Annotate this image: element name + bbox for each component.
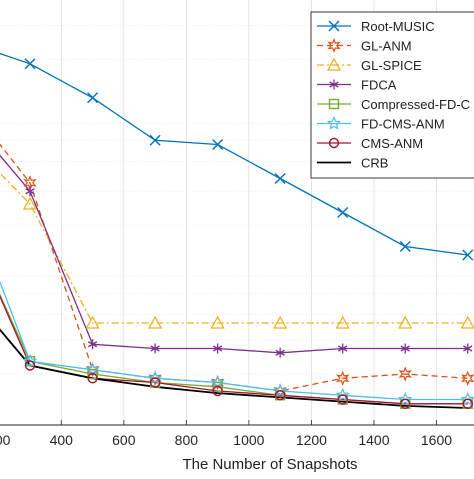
x-tick-label: 800 [175, 432, 199, 448]
x-tick-label: 400 [50, 432, 74, 448]
legend-label: FD-CMS-ANM [361, 117, 445, 132]
marker-square [328, 98, 340, 110]
marker-hexagram [327, 37, 341, 54]
marker-x [87, 92, 99, 104]
marker-circle [274, 390, 286, 401]
marker-asterisk [87, 339, 98, 350]
marker-asterisk [25, 186, 35, 197]
marker-triangle [460, 315, 474, 329]
legend: Root-MUSIC GL-ANM GL-SPICE FDCA Compressed-F… [310, 11, 474, 179]
x-tick-label: 200 [0, 432, 11, 448]
marker-asterisk [400, 343, 410, 354]
marker-asterisk [329, 79, 339, 90]
legend-label: FDCA [361, 78, 397, 93]
legend-label: GL-SPICE [361, 58, 422, 73]
marker-circle [400, 398, 411, 409]
marker-triangle [398, 315, 413, 329]
marker-triangle [335, 315, 350, 329]
legend-label: Root-MUSIC [361, 19, 435, 34]
marker-x [462, 249, 474, 261]
marker-circle [328, 137, 340, 149]
marker-star [85, 362, 100, 376]
marker-x [399, 241, 411, 252]
marker-circle [149, 377, 161, 388]
legend-label: CMS-ANM [361, 136, 423, 151]
marker-asterisk [275, 347, 285, 358]
grid [0, 0, 474, 425]
marker-star [272, 383, 288, 398]
x-tick-label: 1400 [358, 432, 389, 448]
marker-hexagram [148, 370, 162, 386]
x-axis-label: The Number of Snapshots [182, 456, 357, 473]
marker-circle [212, 385, 223, 397]
marker-hexagram [85, 362, 100, 378]
axes: 200 400 600 800 1000 1200 1400 1600 [0, 420, 474, 448]
marker-x [337, 207, 349, 218]
marker-triangle [210, 315, 225, 329]
marker-triangle [85, 315, 100, 329]
legend-label: CRB [361, 156, 388, 171]
marker-x [274, 173, 286, 184]
marker-circle [462, 398, 473, 409]
marker-hexagram [461, 370, 474, 386]
marker-x [149, 134, 161, 146]
marker-asterisk [338, 343, 348, 354]
marker-asterisk [212, 343, 223, 354]
legend-label: Compressed-FD-C [361, 97, 470, 112]
marker-star [398, 392, 413, 406]
marker-asterisk [463, 343, 473, 354]
marker-star [210, 375, 225, 389]
legend-box [310, 11, 474, 179]
marker-circle [87, 373, 98, 384]
legend-label: GL-ANM [361, 39, 412, 54]
marker-hexagram [273, 383, 287, 399]
x-tick-label: 1000 [233, 432, 264, 448]
marker-x [24, 58, 36, 70]
marker-circle [24, 360, 36, 371]
marker-star [326, 115, 342, 130]
marker-asterisk [150, 343, 160, 354]
series-line [0, 328, 468, 409]
marker-triangle [273, 315, 288, 329]
marker-star [22, 353, 38, 368]
marker-x [212, 139, 224, 150]
marker-star [335, 387, 350, 402]
marker-star [147, 370, 163, 385]
marker-x [328, 20, 340, 32]
marker-triangle [147, 315, 163, 329]
x-tick-label: 1600 [421, 432, 452, 448]
marker-hexagram [336, 370, 350, 386]
marker-square [212, 381, 223, 392]
x-tick-label: 1200 [296, 432, 327, 448]
series-markers [22, 58, 474, 409]
marker-hexagram [210, 374, 225, 391]
marker-triangle [326, 57, 342, 71]
marker-hexagram [398, 366, 412, 382]
marker-star [460, 392, 474, 406]
marker-triangle [22, 196, 38, 210]
marker-circle [337, 394, 348, 405]
x-tick-label: 600 [112, 432, 136, 448]
marker-square [87, 368, 98, 380]
